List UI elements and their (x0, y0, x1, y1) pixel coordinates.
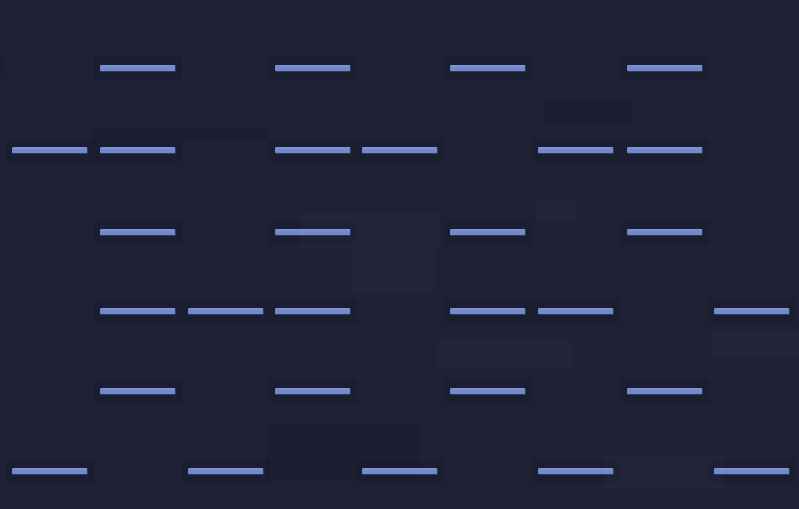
skeleton-placeholder-bar (100, 388, 176, 395)
background-patch (536, 200, 576, 222)
skeleton-placeholder-bar (275, 388, 351, 395)
skeleton-placeholder-bar (275, 308, 351, 315)
background-patch (438, 338, 574, 368)
skeleton-placeholder-bar (275, 65, 351, 72)
skeleton-placeholder-bar (627, 388, 703, 395)
background-patch (92, 128, 268, 142)
skeleton-placeholder-bar (714, 308, 790, 315)
skeleton-placeholder-bar (275, 147, 351, 154)
skeleton-placeholder-bar (100, 147, 176, 154)
background-patch (604, 455, 724, 489)
skeleton-placeholder-bar (450, 308, 526, 315)
skeleton-placeholder-bar (12, 468, 88, 475)
skeleton-placeholder-bar (188, 468, 264, 475)
skeleton-placeholder-bar (188, 308, 264, 315)
background-patch (352, 248, 434, 294)
skeleton-placeholder-bar (100, 65, 176, 72)
skeleton-placeholder-bar (12, 147, 88, 154)
skeleton-placeholder-bar (100, 308, 176, 315)
background-patch (712, 330, 799, 358)
background-patch (0, 57, 6, 78)
skeleton-placeholder-bar (627, 65, 703, 72)
skeleton-placeholder-bar (362, 147, 438, 154)
skeleton-placeholder-bar (100, 229, 176, 236)
skeleton-placeholder-bar (714, 468, 790, 475)
skeleton-placeholder-bar (450, 388, 526, 395)
skeleton-placeholder-bar (450, 229, 526, 236)
skeleton-placeholder-bar (275, 229, 351, 236)
skeleton-placeholder-bar (627, 229, 703, 236)
skeleton-placeholder-bar (450, 65, 526, 72)
skeleton-placeholder-bar (538, 308, 614, 315)
skeleton-placeholder-bar (538, 468, 614, 475)
skeleton-placeholder-bar (538, 147, 614, 154)
skeleton-placeholder-bar (627, 147, 703, 154)
background-patch (544, 100, 632, 124)
skeleton-placeholder-bar (362, 468, 438, 475)
